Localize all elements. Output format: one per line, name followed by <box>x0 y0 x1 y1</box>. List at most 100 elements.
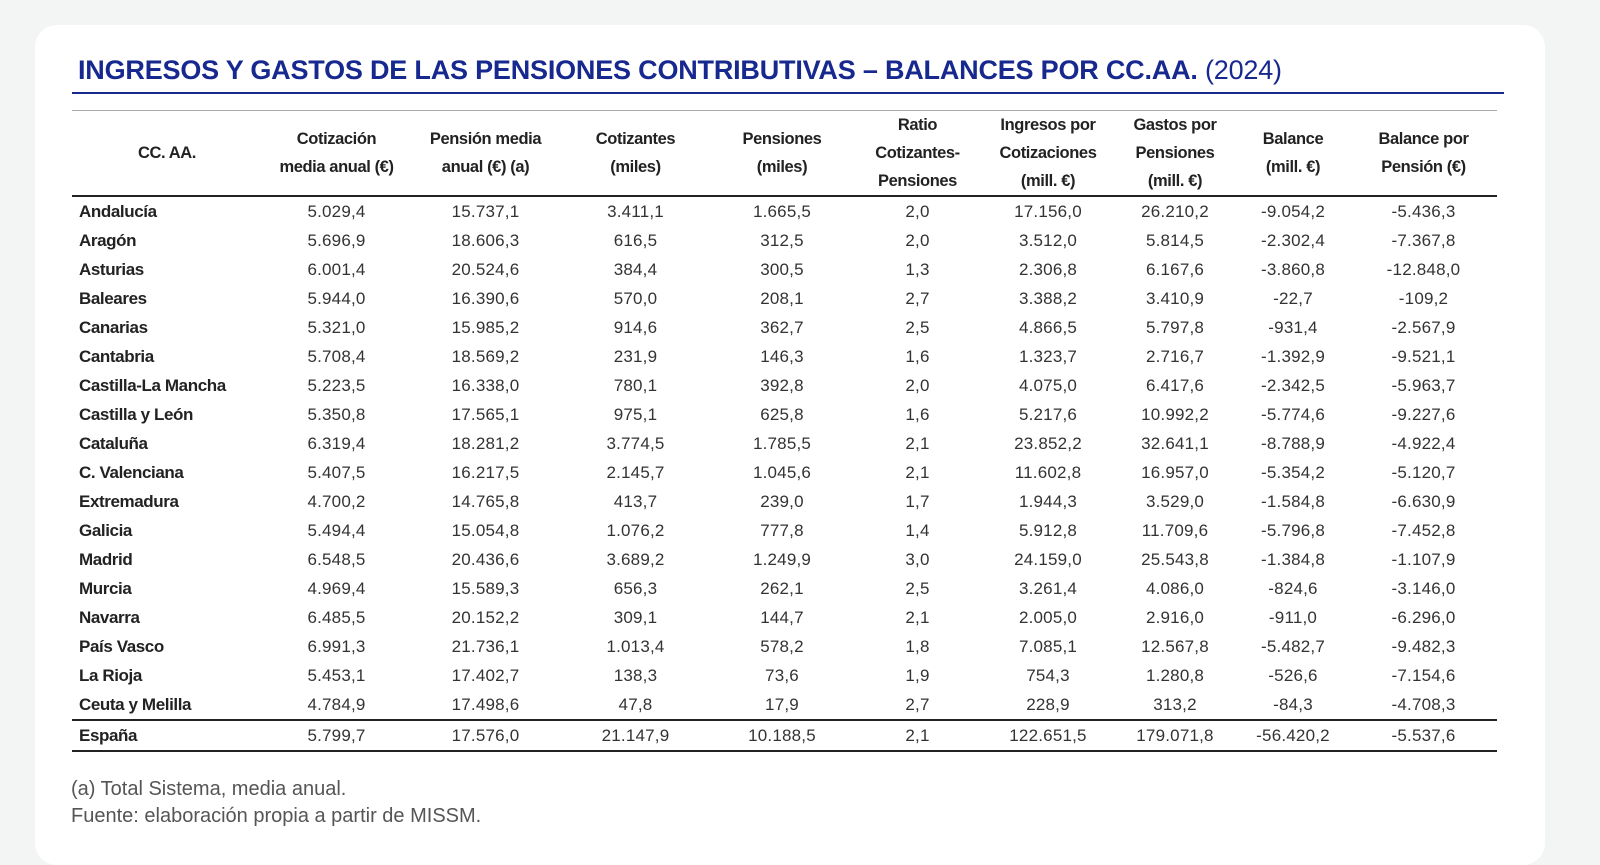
table-cell: 6.548,5 <box>307 549 366 569</box>
table-cell: 4.784,9 <box>307 694 366 714</box>
footnote: (a) Total Sistema, media anual. <box>71 778 347 800</box>
table-row: Madrid 6.548,5 20.436,6 3.689,2 1.249,9 3,0 24… <box>72 545 1497 574</box>
table-cell: -6.630,9 <box>1391 491 1456 511</box>
table-cell: -3.146,0 <box>1391 578 1456 598</box>
table-cell: -4.922,4 <box>1391 433 1456 453</box>
table-cell: 392,8 <box>760 375 804 395</box>
table-cell: 2,7 <box>905 694 930 714</box>
table-cell: 4.075,0 <box>1018 375 1078 395</box>
table-cell: 24.159,0 <box>1014 549 1082 569</box>
table-cell: 300,5 <box>760 259 804 279</box>
table-cell: 32.641,1 <box>1141 433 1209 453</box>
table-row: Murcia 4.969,4 15.589,3 656,3 262,1 2,5 3.261,… <box>72 574 1497 603</box>
table-cell: 4.866,5 <box>1018 317 1078 337</box>
table-cell: 18.569,2 <box>451 346 520 366</box>
table-row: País Vasco 6.991,3 21.736,1 1.013,4 578,2 1,8… <box>72 632 1497 661</box>
table-header-row: CC. AA. Cotización media anual (€) Pensión … <box>72 110 1497 197</box>
table-title: INGRESOS Y GASTOS DE LAS PENSIONES CONTR… <box>78 55 1282 86</box>
table-cell: 975,1 <box>613 404 658 424</box>
table-cell: -4.708,3 <box>1391 694 1456 714</box>
table-row: Ceuta y Melilla 4.784,9 17.498,6 47,8 17,9 2,… <box>72 690 1497 720</box>
column-header: Pensiones (miles) <box>711 111 853 197</box>
table-cell: -5.120,7 <box>1391 462 1456 482</box>
table-cell: 21.736,1 <box>451 636 520 656</box>
table-row: Andalucía 5.029,4 15.737,1 3.411,1 1.665,5 2,… <box>72 196 1497 226</box>
column-header-line: Pensiones <box>878 172 957 190</box>
table-cell: 914,6 <box>613 317 658 337</box>
table-cell: 1.280,8 <box>1145 665 1205 685</box>
table-cell: 3,0 <box>905 549 930 569</box>
table-cell: 2,0 <box>905 375 930 395</box>
table-cell: 262,1 <box>760 578 804 598</box>
column-header: Gastos por Pensiones (mill. €) <box>1114 111 1236 197</box>
table-row: C. Valenciana 5.407,5 16.217,5 2.145,7 1.045… <box>72 458 1497 487</box>
table-row: La Rioja 5.453,1 17.402,7 138,3 73,6 1,9 754,3… <box>72 661 1497 690</box>
table-row: Galicia 5.494,4 15.054,8 1.076,2 777,8 1,4 5.9… <box>72 516 1497 545</box>
table-cell: 179.071,8 <box>1136 725 1214 745</box>
table-cell: 10.188,5 <box>748 725 816 745</box>
source-note: Fuente: elaboración propia a partir de M… <box>71 805 482 827</box>
table-cell: 1,3 <box>905 259 930 279</box>
table-cell: 4.700,2 <box>307 491 366 511</box>
table-cell: 5.029,4 <box>307 201 366 221</box>
table-cell: 2,0 <box>905 201 930 221</box>
table-cell: -2.567,9 <box>1391 317 1456 337</box>
table-cell: 5.797,8 <box>1145 317 1205 337</box>
table-cell: -5.774,6 <box>1261 404 1325 424</box>
table-cell: 15.737,1 <box>451 201 520 221</box>
region-name: País Vasco <box>79 636 164 656</box>
table-cell: 2.716,7 <box>1145 346 1205 366</box>
table-cell: -84,3 <box>1273 694 1313 714</box>
table-cell: 10.992,2 <box>1141 404 1209 424</box>
table-cell: 18.606,3 <box>451 230 520 250</box>
table-cell: -526,6 <box>1268 665 1318 685</box>
table-cell: 1.323,7 <box>1018 346 1078 366</box>
column-header: CC. AA. <box>72 111 262 197</box>
column-header-line: Ratio <box>897 116 938 134</box>
title-main: INGRESOS Y GASTOS DE LAS PENSIONES CONTR… <box>78 55 1198 85</box>
table-cell: -931,4 <box>1268 317 1318 337</box>
table-cell: 5.217,6 <box>1018 404 1078 424</box>
table-cell: 1.045,6 <box>752 462 812 482</box>
table-cell: -1.392,9 <box>1261 346 1325 366</box>
table-cell: 20.436,6 <box>451 549 520 569</box>
region-name: Castilla y León <box>79 404 193 424</box>
total-row: España 5.799,7 17.576,0 21.147,9 10.188,5 2,1… <box>72 720 1497 751</box>
table-cell: 1.249,9 <box>752 549 812 569</box>
table-cell: 6.485,5 <box>307 607 366 627</box>
table-cell: 3.774,5 <box>606 433 665 453</box>
table-cell: 2,5 <box>905 317 930 337</box>
table-cell: 1.785,5 <box>752 433 812 453</box>
table-cell: 16.338,0 <box>451 375 520 395</box>
table-row: Cantabria 5.708,4 18.569,2 231,9 146,3 1,6 1.3… <box>72 342 1497 371</box>
table-cell: 1.076,2 <box>606 520 665 540</box>
table-cell: 5.696,9 <box>307 230 366 250</box>
region-name: Aragón <box>79 230 137 250</box>
table-cell: 3.689,2 <box>606 549 665 569</box>
table-cell: 16.217,5 <box>451 462 520 482</box>
region-name: Murcia <box>79 578 132 598</box>
region-name: Asturias <box>79 259 144 279</box>
table-cell: 239,0 <box>760 491 804 511</box>
table-cell: 208,1 <box>760 288 804 308</box>
column-header-line: Pensión media <box>429 130 542 148</box>
table-cell: -56.420,2 <box>1256 725 1330 745</box>
table-cell: 616,5 <box>613 230 658 250</box>
column-header-line: Pensiones <box>1135 144 1215 162</box>
table-cell: -3.860,8 <box>1261 259 1325 279</box>
column-header-line: Ingresos por <box>1000 116 1096 134</box>
table-cell: 5.708,4 <box>307 346 366 366</box>
column-header-line: (mill. €) <box>1147 172 1203 190</box>
table-cell: 17.576,0 <box>451 725 520 745</box>
table-cell: 17.565,1 <box>451 404 520 424</box>
table-cell: 2,1 <box>905 433 930 453</box>
column-header-line: Pensión (€) <box>1381 158 1466 176</box>
region-name: Ceuta y Melilla <box>79 694 192 714</box>
table-cell: 5.321,0 <box>307 317 366 337</box>
table-cell: 5.944,0 <box>307 288 366 308</box>
table-cell: -12.848,0 <box>1386 259 1461 279</box>
column-header: Pensión media anual (€) (a) <box>411 111 560 197</box>
column-header-line: Cotizantes <box>595 130 676 148</box>
region-name: Castilla-La Mancha <box>79 375 226 395</box>
table-cell: 21.147,9 <box>601 725 670 745</box>
